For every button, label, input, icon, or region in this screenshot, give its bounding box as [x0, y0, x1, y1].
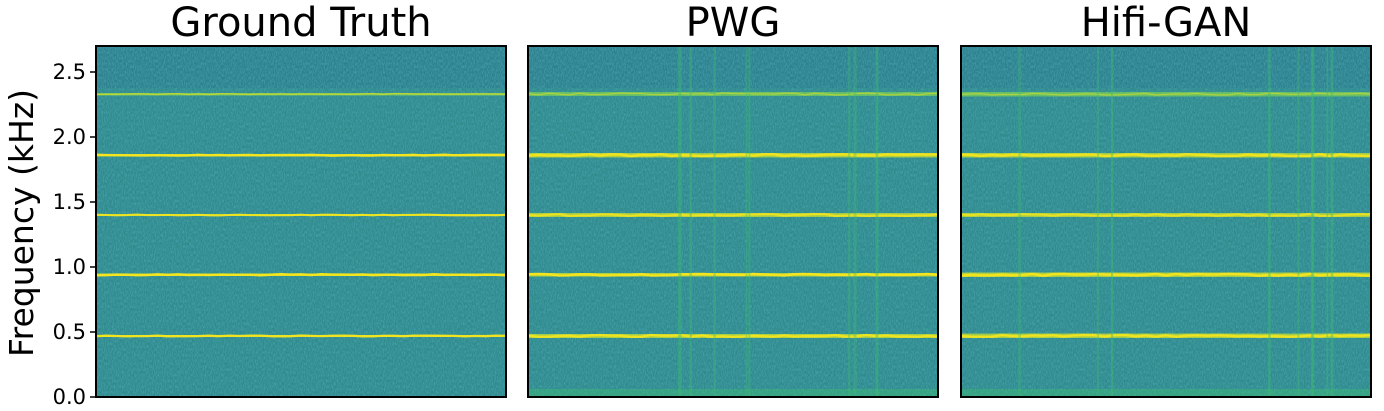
panel-frame — [960, 45, 1372, 398]
harmonic-band — [96, 87, 506, 101]
panel-title: PWG — [686, 0, 781, 46]
harmonic-band — [528, 207, 938, 223]
panel-0: Ground Truth — [95, 0, 507, 398]
y-tick-label: 1.0 — [53, 255, 86, 279]
y-axis-ticks: 0.0 0.5 1.0 1.5 2.0 2.5 — [53, 60, 96, 409]
harmonic-band — [961, 328, 1371, 344]
panel-title: Ground Truth — [170, 0, 431, 46]
harmonic-band — [96, 148, 506, 163]
panel-frame — [527, 45, 939, 398]
y-tick-label: 2.5 — [53, 60, 86, 84]
y-tick-label: 2.0 — [53, 125, 86, 149]
harmonic-band — [528, 87, 938, 101]
y-tick-label: 0.5 — [53, 320, 86, 344]
harmonic-band — [961, 267, 1371, 283]
harmonic-band — [961, 207, 1371, 222]
y-tick-label: 0.0 — [53, 385, 86, 409]
harmonic-band — [528, 267, 938, 283]
panel-title: Hifi-GAN — [1081, 0, 1252, 46]
panels: Ground Truth PWG Hifi-GAN — [95, 0, 1372, 398]
harmonic-band — [961, 87, 1371, 101]
y-axis-label: Frequency (kHz) — [2, 89, 41, 357]
harmonic-band — [528, 328, 938, 344]
harmonic-band — [96, 208, 506, 222]
y-tick-label: 1.5 — [53, 190, 86, 214]
harmonic-band — [96, 267, 506, 282]
panel-frame — [95, 45, 507, 398]
harmonic-band — [96, 329, 506, 343]
panel-1: PWG — [527, 0, 939, 398]
harmonic-band — [528, 147, 938, 163]
panel-2: Hifi-GAN — [960, 0, 1372, 398]
harmonic-band — [961, 147, 1371, 163]
